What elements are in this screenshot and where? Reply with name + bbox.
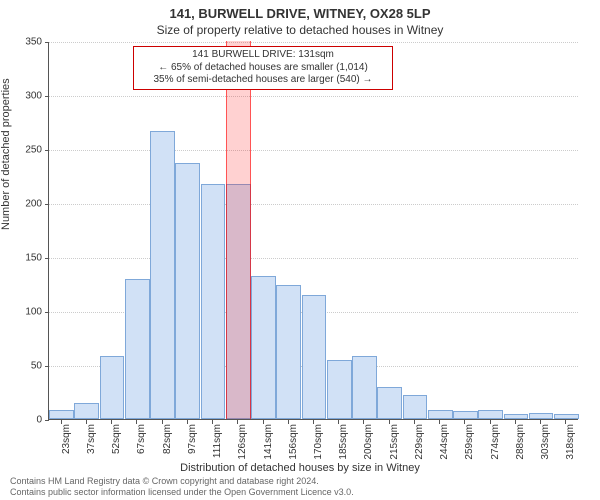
xtick-label: 141sqm <box>263 424 274 460</box>
xtick-label: 259sqm <box>464 424 475 460</box>
xtick-label: 37sqm <box>86 424 97 454</box>
xtick-label: 170sqm <box>313 424 324 460</box>
histogram-bar <box>276 285 301 419</box>
xtick-label: 67sqm <box>136 424 147 454</box>
histogram-bar <box>478 410 503 419</box>
annotation-line: 141 BURWELL DRIVE: 131sqm <box>140 49 386 62</box>
highlight-bar <box>226 41 251 419</box>
ytick-mark <box>45 258 49 259</box>
plot-area <box>48 42 578 420</box>
histogram-bar <box>74 403 99 419</box>
gridline <box>49 150 578 151</box>
ytick-mark <box>45 96 49 97</box>
histogram-bar <box>529 413 554 419</box>
ytick-mark <box>45 204 49 205</box>
x-axis-label: Distribution of detached houses by size … <box>0 462 600 474</box>
ytick-label: 350 <box>12 37 42 48</box>
xtick-label: 82sqm <box>162 424 173 454</box>
footer-attribution: Contains HM Land Registry data © Crown c… <box>10 476 590 498</box>
histogram-bar <box>377 387 402 419</box>
xtick-label: 244sqm <box>439 424 450 460</box>
ytick-label: 250 <box>12 145 42 156</box>
histogram-bar <box>327 360 352 419</box>
highlight-annotation: 141 BURWELL DRIVE: 131sqm ← 65% of detac… <box>133 46 393 90</box>
xtick-label: 215sqm <box>389 424 400 460</box>
ytick-label: 0 <box>12 415 42 426</box>
xtick-label: 126sqm <box>237 424 248 460</box>
xtick-label: 111sqm <box>212 424 223 458</box>
histogram-bar <box>251 276 276 419</box>
gridline <box>49 96 578 97</box>
xtick-label: 318sqm <box>565 424 576 460</box>
histogram-bar <box>302 295 327 419</box>
gridline <box>49 258 578 259</box>
ytick-label: 50 <box>12 361 42 372</box>
xtick-label: 97sqm <box>187 424 198 454</box>
histogram-bar <box>150 131 175 419</box>
xtick-label: 23sqm <box>61 424 72 454</box>
xtick-label: 156sqm <box>288 424 299 460</box>
page-title: 141, BURWELL DRIVE, WITNEY, OX28 5LP <box>0 0 600 21</box>
annotation-line: 35% of semi-detached houses are larger (… <box>140 74 386 87</box>
gridline <box>49 204 578 205</box>
ytick-mark <box>45 420 49 421</box>
footer-line: Contains HM Land Registry data © Crown c… <box>10 476 590 487</box>
histogram-chart: 141 BURWELL DRIVE: 131sqm ← 65% of detac… <box>48 42 578 420</box>
histogram-bar <box>100 356 125 419</box>
ytick-mark <box>45 312 49 313</box>
xtick-label: 52sqm <box>111 424 122 454</box>
histogram-bar <box>201 184 226 419</box>
annotation-line: ← 65% of detached houses are smaller (1,… <box>140 62 386 75</box>
ytick-label: 200 <box>12 199 42 210</box>
gridline <box>49 42 578 43</box>
histogram-bar <box>403 395 428 419</box>
histogram-bar <box>49 410 74 419</box>
histogram-bar <box>504 414 529 419</box>
ytick-label: 100 <box>12 307 42 318</box>
footer-line: Contains public sector information licen… <box>10 487 590 498</box>
page-subtitle: Size of property relative to detached ho… <box>0 21 600 41</box>
xtick-label: 200sqm <box>363 424 374 460</box>
histogram-bar <box>453 411 478 419</box>
ytick-mark <box>45 42 49 43</box>
ytick-label: 300 <box>12 91 42 102</box>
ytick-label: 150 <box>12 253 42 264</box>
histogram-bar <box>352 356 377 419</box>
xtick-label: 185sqm <box>338 424 349 460</box>
histogram-bar <box>554 414 579 419</box>
xtick-label: 288sqm <box>515 424 526 460</box>
xtick-label: 229sqm <box>414 424 425 460</box>
y-axis-label: Number of detached properties <box>0 78 12 230</box>
histogram-bar <box>125 279 150 419</box>
xtick-label: 274sqm <box>490 424 501 460</box>
histogram-bar <box>428 410 453 419</box>
ytick-mark <box>45 366 49 367</box>
ytick-mark <box>45 150 49 151</box>
xtick-label: 303sqm <box>540 424 551 460</box>
histogram-bar <box>175 163 200 419</box>
